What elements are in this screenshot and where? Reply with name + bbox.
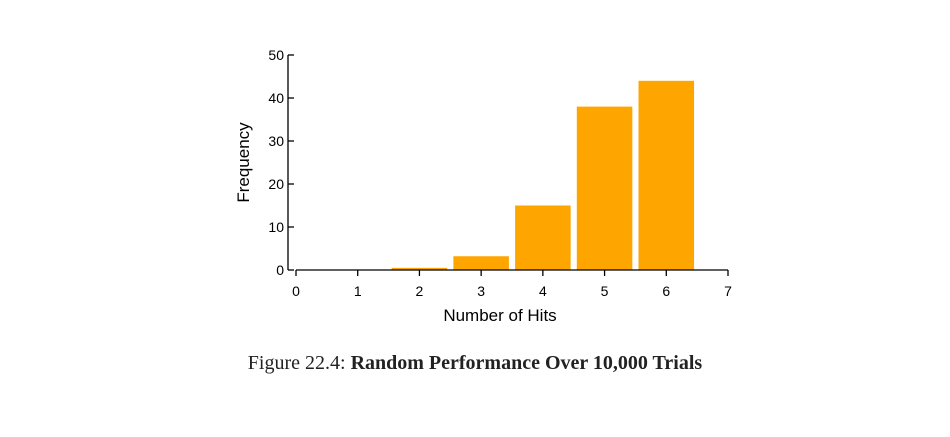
x-tick-label-5: 5: [601, 283, 609, 299]
caption-prefix: Figure 22.4:: [247, 352, 351, 374]
x-tick-label-3: 3: [477, 283, 485, 299]
x-tick-label-2: 2: [416, 283, 424, 299]
y-tick-label-30: 30: [268, 133, 284, 149]
x-axis-title: Number of Hits: [443, 306, 556, 325]
y-tick-label-40: 40: [268, 90, 284, 106]
bars-group: [391, 80, 695, 270]
y-tick-label-10: 10: [268, 219, 284, 235]
bar-chart: 0 1 2 3 4 5 6 7 0 10 20 30 40 50 Number of Hits Frequ…: [234, 47, 732, 325]
x-tick-label-4: 4: [539, 283, 547, 299]
caption-title: Random Performance Over 10,000 Trials: [350, 352, 703, 374]
y-tick-label-50: 50: [268, 47, 284, 63]
bar-3: [453, 256, 509, 270]
x-tick-label-0: 0: [292, 283, 300, 299]
x-tick-label-7: 7: [724, 283, 732, 299]
bar-2: [391, 267, 448, 270]
bar-6: [638, 80, 695, 270]
y-tick-label-20: 20: [268, 176, 284, 192]
bar-5: [576, 106, 633, 270]
x-tick-label-6: 6: [662, 283, 670, 299]
figure-caption: Figure 22.4: Random Performance Over 10,…: [0, 352, 950, 375]
bar-4: [515, 205, 571, 270]
x-tick-label-1: 1: [354, 283, 362, 299]
y-axis-title: Frequency: [234, 122, 253, 203]
y-tick-label-0: 0: [276, 262, 284, 278]
axes-group: 0 1 2 3 4 5 6 7 0 10 20 30 40 50: [268, 47, 732, 299]
